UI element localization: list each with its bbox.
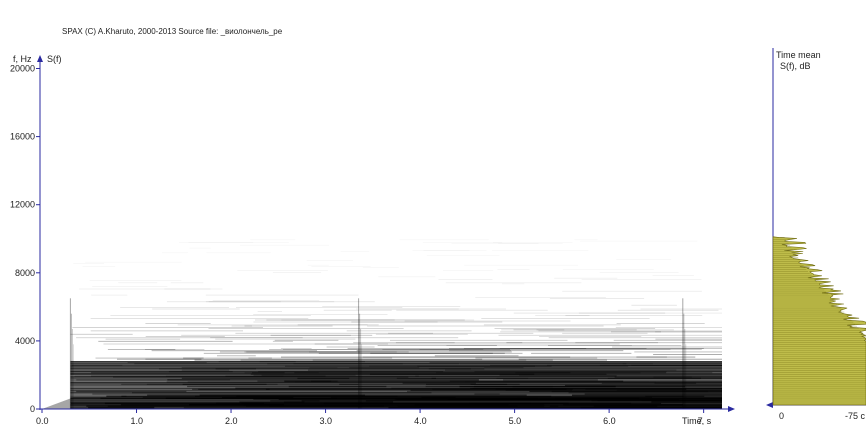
x-tick-label: 5.0 [509,416,522,425]
spectrogram-fundamental [42,397,722,409]
y-axis-arrow [37,55,43,62]
y-tick-label: 8000 [15,268,35,278]
x-axis-arrow [728,406,735,412]
x-tick-label: 2.0 [225,416,238,425]
y-axis-label: f, Hz [13,54,32,64]
x-tick-label: 7 [698,416,703,425]
x-tick-label: 0.0 [36,416,49,425]
x-tick-label: 6.0 [603,416,616,425]
spectrum-fill [772,236,866,406]
x-tick-label: 4.0 [414,416,427,425]
y-tick-label: 16000 [10,132,35,142]
spectrum-axis-arrow [766,402,773,408]
y-tick-label: 4000 [15,336,35,346]
z-axis-label: S(f) [47,54,62,64]
y-tick-label: 20000 [10,64,35,74]
header-text: SPAX (C) A.Kharuto, 2000-2013 Source fil… [62,27,283,36]
y-tick-label: 0 [30,404,35,414]
spectrum-ylabel: S(f), dB [780,61,811,71]
spectrum-title: Time mean [776,50,821,60]
x-tick-label: 3.0 [320,416,333,425]
spectrum-ticks: 0 -75 c [779,411,866,421]
y-ticks: 0 4000 8000 12000 16000 20000 [10,64,40,414]
spectrum-area [772,236,866,406]
spectrogram-chart: f, Hz S(f) Time, s 0 4000 8000 12000 16000 20… [10,54,735,425]
x-axis-label: Time, s [682,416,712,425]
time-mean-spectrum: Time mean S(f), dB 0 -75 c [766,48,866,421]
spectrum-tick-label: 0 [779,411,784,421]
spectrum-tick-label: -75 c [845,411,866,421]
spectrogram-image [42,239,722,409]
x-tick-label: 1.0 [131,416,144,425]
x-ticks: 0.0 1.0 2.0 3.0 4.0 5.0 6.0 7 [36,409,705,425]
y-tick-label: 12000 [10,200,35,210]
